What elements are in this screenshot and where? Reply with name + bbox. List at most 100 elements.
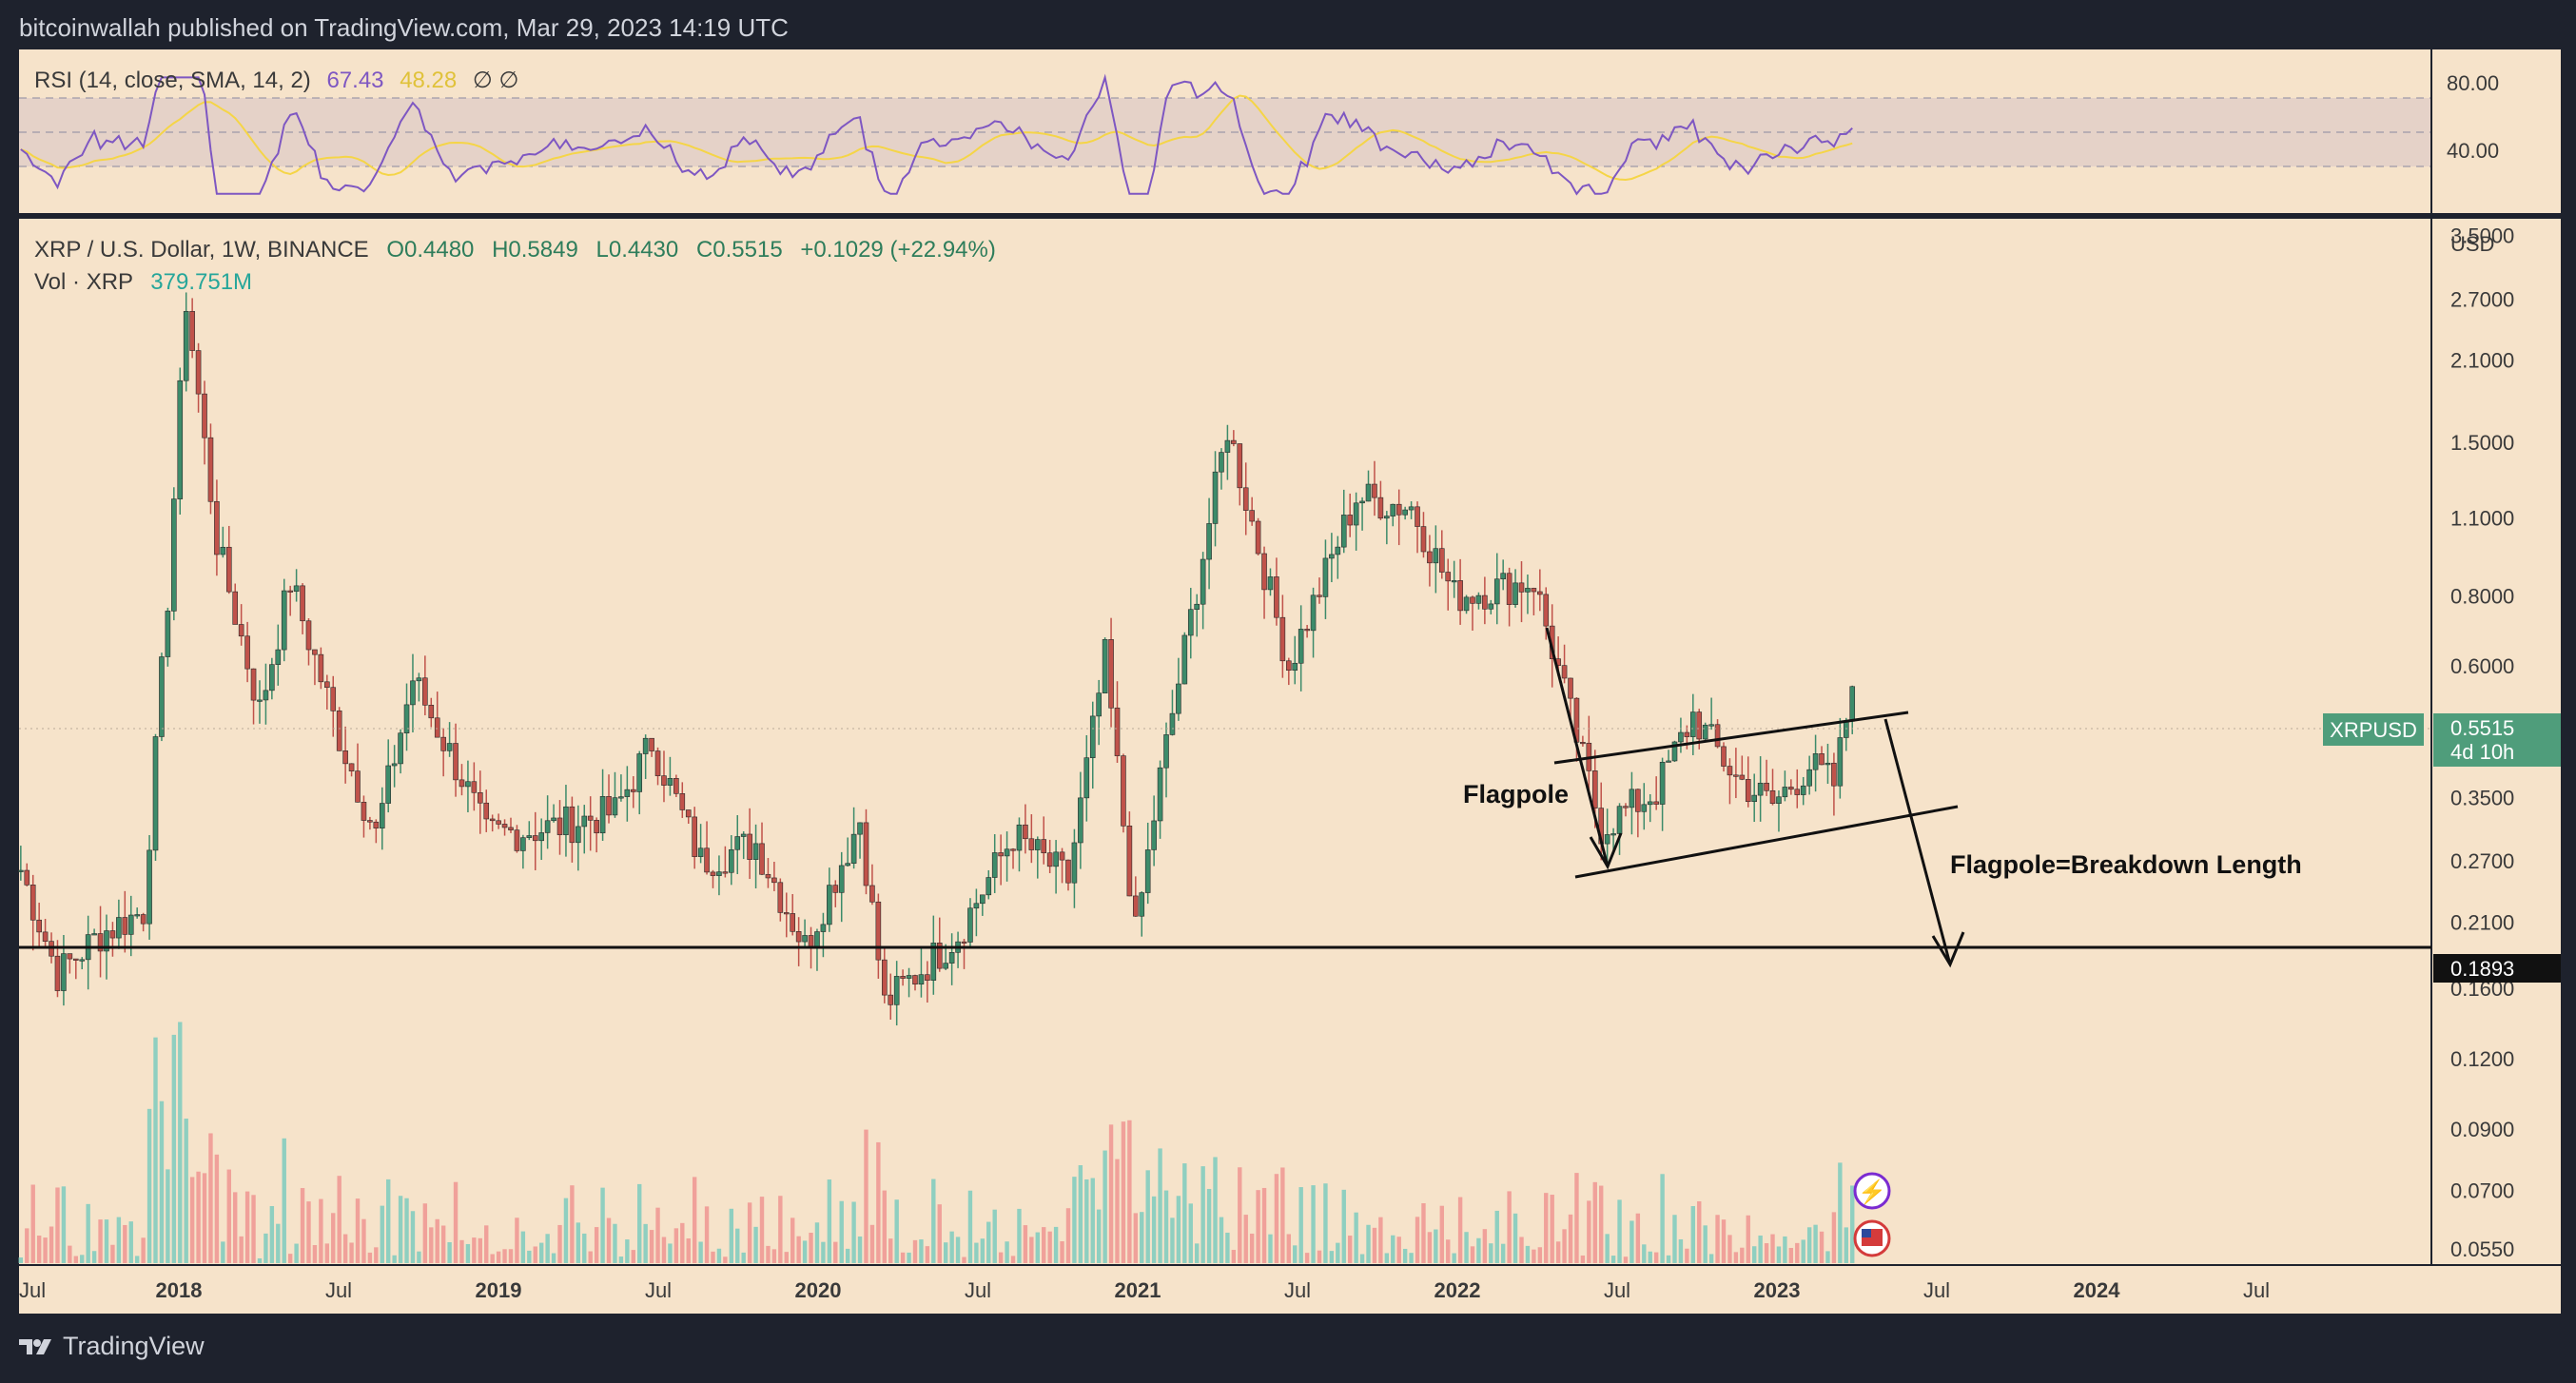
volume-bar-214 (1329, 1251, 1335, 1263)
price-tick-14: 0.0700 (2450, 1178, 2514, 1202)
volume-bar-254 (1574, 1173, 1579, 1263)
candle-body-243 (1506, 573, 1512, 605)
candle-body-178 (1108, 639, 1114, 709)
candle-body-156 (973, 903, 980, 909)
candle-body-10 (79, 959, 86, 962)
volume-bar-123 (771, 1249, 777, 1263)
volume-bar-198 (1231, 1250, 1237, 1263)
candle-body-266 (1647, 801, 1653, 806)
candle-body-110 (692, 816, 697, 857)
candle-body-169 (1053, 851, 1059, 867)
volume-bar-244 (1512, 1213, 1518, 1263)
volume-bar-173 (1078, 1165, 1083, 1263)
candle-body-193 (1200, 558, 1206, 605)
volume-bar-22 (153, 1037, 158, 1263)
flag-annotations (1545, 627, 1965, 968)
tradingview-brand[interactable]: TradingView (19, 1332, 205, 1361)
volume-bar-289 (1788, 1247, 1794, 1263)
volume-bar-85 (538, 1242, 544, 1263)
candle-body-98 (618, 796, 624, 799)
candle-body-203 (1261, 553, 1267, 591)
brand-label: TradingView (63, 1332, 205, 1360)
candle-body-106 (667, 778, 673, 786)
candle-body-191 (1187, 609, 1194, 636)
volume-bar-232 (1439, 1205, 1444, 1263)
candle-body-87 (551, 817, 556, 822)
candle-body-63 (403, 704, 410, 734)
candle-body-276 (1708, 724, 1714, 727)
volume-bar-190 (1182, 1163, 1187, 1263)
volume-bar-92 (582, 1233, 587, 1263)
candle-body-142 (888, 994, 894, 1005)
rsi-sma-value: 48.28 (400, 68, 457, 93)
volume-bar-40 (263, 1233, 268, 1263)
candle-body-58 (373, 821, 380, 828)
volume-bar-151 (943, 1242, 948, 1263)
volume-bar-100 (631, 1250, 635, 1263)
volume-bar-107 (673, 1228, 679, 1263)
volume-bar-166 (1035, 1232, 1040, 1263)
time-tick-8: Jul (1284, 1278, 1311, 1302)
candle-body-154 (961, 941, 967, 944)
volume-bar-60 (386, 1178, 391, 1263)
volume-bar-28 (189, 1177, 195, 1263)
candle-body-247 (1531, 588, 1537, 593)
volume-bar-144 (900, 1252, 906, 1263)
volume-bar-142 (888, 1238, 893, 1263)
volume-bar-204 (1268, 1234, 1273, 1263)
volume-bar-243 (1507, 1191, 1512, 1263)
volume-bar-239 (1482, 1229, 1488, 1263)
candle-body-164 (1023, 824, 1028, 840)
volume-bar-260 (1610, 1256, 1616, 1263)
candle-body-21 (146, 849, 152, 925)
candle-body-74 (471, 781, 478, 793)
volume-bar-170 (1060, 1241, 1064, 1263)
volume-bar-48 (312, 1245, 318, 1263)
volume-bar-186 (1158, 1148, 1162, 1263)
candle-body-78 (496, 820, 501, 825)
candle-body-97 (612, 797, 618, 816)
candle-body-39 (257, 699, 263, 702)
volume-bar-235 (1457, 1197, 1463, 1263)
candle-body-232 (1438, 548, 1445, 573)
candle-body-222 (1377, 497, 1384, 519)
volume-bar-202 (1256, 1190, 1260, 1263)
volume-bar-196 (1219, 1217, 1224, 1263)
candle-body-265 (1641, 804, 1648, 812)
price-tick-12: 0.1200 (2450, 1047, 2514, 1071)
lightning-event-icon[interactable] (1853, 1172, 1891, 1210)
volume-bar-119 (747, 1202, 752, 1263)
candle-body-171 (1065, 859, 1071, 884)
volume-bar-150 (937, 1204, 942, 1263)
candle-body-268 (1659, 761, 1666, 805)
volume-bar-79 (502, 1249, 507, 1263)
candle-body-283 (1751, 794, 1757, 803)
volume-bar-66 (422, 1203, 428, 1263)
candle-body-120 (752, 843, 759, 860)
volume-bar-16 (116, 1217, 122, 1263)
candle-body-248 (1537, 591, 1543, 595)
volume-bar-238 (1476, 1237, 1481, 1263)
volume-bar-253 (1568, 1214, 1573, 1263)
candle-body-189 (1176, 683, 1181, 714)
price-tick-6: 0.6000 (2450, 654, 2514, 678)
volume-bar-229 (1421, 1203, 1426, 1263)
candle-body-196 (1219, 452, 1224, 473)
time-ticks: Jul 2018 Jul 2019 Jul 2020 Jul 2021 Jul 2022 Jul 20… (19, 1278, 2270, 1302)
candle-body-38 (250, 668, 257, 701)
volume-bar-176 (1096, 1209, 1102, 1263)
candle-body-117 (734, 836, 741, 850)
volume-legend: Vol · XRP 379.751M (34, 269, 252, 295)
candle-body-68 (434, 717, 440, 738)
volume-bar-32 (214, 1154, 220, 1263)
candle-body-199 (1237, 443, 1243, 489)
candle-body-158 (986, 877, 992, 896)
candle-body-229 (1420, 526, 1427, 553)
rsi-extra: ∅ ∅ (473, 68, 518, 93)
candle-body-49 (318, 653, 324, 683)
candle-body-84 (532, 835, 538, 842)
volume-bar-71 (453, 1181, 459, 1263)
volume-bar-69 (440, 1225, 446, 1263)
volume-bar-278 (1721, 1219, 1727, 1263)
